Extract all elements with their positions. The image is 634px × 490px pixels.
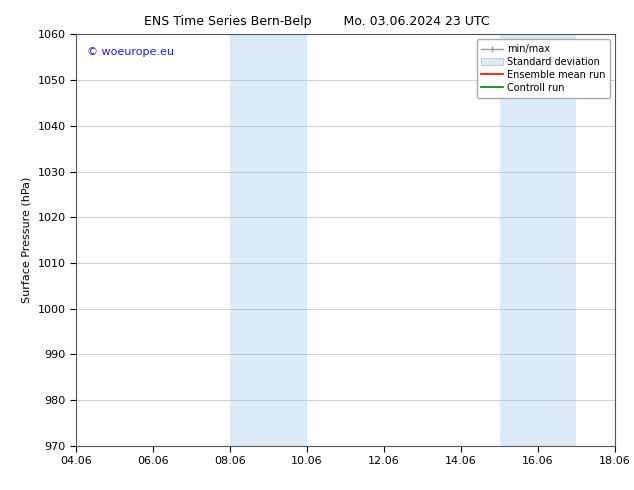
Text: © woeurope.eu: © woeurope.eu <box>87 47 174 57</box>
Bar <box>230 34 307 446</box>
Y-axis label: Surface Pressure (hPa): Surface Pressure (hPa) <box>22 177 32 303</box>
Text: ENS Time Series Bern-Belp        Mo. 03.06.2024 23 UTC: ENS Time Series Bern-Belp Mo. 03.06.2024… <box>144 15 490 28</box>
Legend: min/max, Standard deviation, Ensemble mean run, Controll run: min/max, Standard deviation, Ensemble me… <box>477 39 610 98</box>
Bar <box>500 34 576 446</box>
